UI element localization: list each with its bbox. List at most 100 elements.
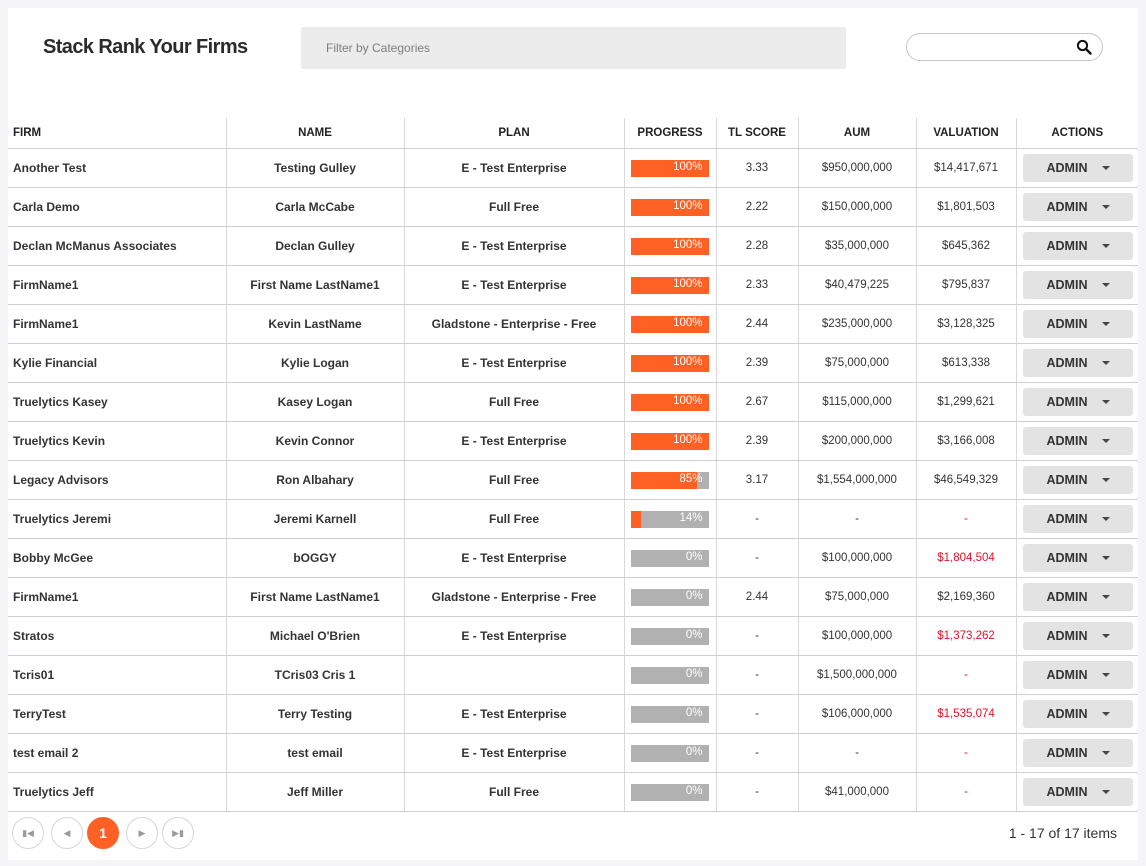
actions-cell: ADMIN — [1016, 538, 1138, 578]
previous-page-button[interactable]: ◀ — [51, 817, 83, 849]
progress-cell: 85% — [624, 460, 717, 500]
valuation-cell: - — [916, 655, 1017, 695]
column-header-plan[interactable]: PLAN — [404, 118, 625, 149]
tl-score-cell: 2.22 — [716, 187, 799, 227]
admin-button-label: ADMIN — [1046, 629, 1088, 643]
progress-bar: 0% — [630, 744, 709, 762]
admin-dropdown-button[interactable]: ADMIN — [1022, 271, 1133, 299]
plan-cell: E - Test Enterprise — [404, 343, 625, 383]
admin-dropdown-button[interactable]: ADMIN — [1022, 310, 1133, 338]
actions-cell: ADMIN — [1016, 655, 1138, 695]
valuation-cell: $3,128,325 — [916, 304, 1017, 344]
progress-cell: 100% — [624, 226, 717, 266]
name-cell: Kylie Logan — [226, 343, 405, 383]
firm-cell: FirmName1 — [8, 265, 227, 305]
progress-label: 100% — [673, 316, 703, 329]
firm-cell: Declan McManus Associates — [8, 226, 227, 266]
admin-dropdown-button[interactable]: ADMIN — [1022, 544, 1133, 572]
aum-cell: $115,000,000 — [798, 382, 917, 422]
progress-label: 100% — [673, 199, 703, 212]
admin-dropdown-button[interactable]: ADMIN — [1022, 778, 1133, 806]
valuation-cell: $3,166,008 — [916, 421, 1017, 461]
first-page-button[interactable]: ▮◀ — [12, 817, 44, 849]
admin-dropdown-button[interactable]: ADMIN — [1022, 388, 1133, 416]
progress-label: 14% — [679, 511, 703, 524]
firm-cell: test email 2 — [8, 733, 227, 773]
plan-cell: E - Test Enterprise — [404, 421, 625, 461]
admin-dropdown-button[interactable]: ADMIN — [1022, 661, 1133, 689]
next-page-button[interactable]: ▶ — [126, 817, 158, 849]
caret-down-icon — [1101, 517, 1110, 521]
plan-cell: E - Test Enterprise — [404, 733, 625, 773]
aum-cell: $235,000,000 — [798, 304, 917, 344]
column-header-name[interactable]: NAME — [226, 118, 405, 149]
page-number-button[interactable]: 1 — [87, 817, 119, 849]
column-header-valuation[interactable]: VALUATION — [916, 118, 1017, 149]
valuation-cell: $2,169,360 — [916, 577, 1017, 617]
admin-dropdown-button[interactable]: ADMIN — [1022, 349, 1133, 377]
table-row: Truelytics Jeremi Jeremi Karnell Full Free… — [8, 499, 1138, 539]
aum-cell: $1,500,000,000 — [798, 655, 917, 695]
column-header-firm[interactable]: FIRM — [8, 118, 227, 149]
actions-cell: ADMIN — [1016, 304, 1138, 344]
admin-dropdown-button[interactable]: ADMIN — [1022, 739, 1133, 767]
admin-dropdown-button[interactable]: ADMIN — [1022, 427, 1133, 455]
firm-cell: TerryTest — [8, 694, 227, 734]
admin-dropdown-button[interactable]: ADMIN — [1022, 193, 1133, 221]
tl-score-cell: 2.33 — [716, 265, 799, 305]
admin-dropdown-button[interactable]: ADMIN — [1022, 466, 1133, 494]
aum-cell: $40,479,225 — [798, 265, 917, 305]
firm-cell: Truelytics Kevin — [8, 421, 227, 461]
name-cell: Jeff Miller — [226, 772, 405, 812]
actions-cell: ADMIN — [1016, 343, 1138, 383]
actions-cell: ADMIN — [1016, 616, 1138, 656]
last-page-button[interactable]: ▶▮ — [162, 817, 194, 849]
column-header-aum[interactable]: AUM — [798, 118, 917, 149]
column-header-progress[interactable]: PROGRESS — [624, 118, 717, 149]
aum-cell: $950,000,000 — [798, 148, 917, 188]
progress-bar: 0% — [630, 666, 709, 684]
caret-down-icon — [1101, 634, 1110, 638]
name-cell: Declan Gulley — [226, 226, 405, 266]
progress-label: 0% — [685, 706, 703, 719]
tl-score-cell: 3.17 — [716, 460, 799, 500]
caret-down-icon — [1101, 400, 1110, 404]
progress-cell: 0% — [624, 538, 717, 578]
category-filter-input[interactable]: Filter by Categories — [301, 27, 846, 69]
valuation-cell: - — [916, 772, 1017, 812]
caret-down-icon — [1101, 478, 1110, 482]
admin-button-label: ADMIN — [1046, 434, 1088, 448]
progress-cell: 100% — [624, 265, 717, 305]
admin-dropdown-button[interactable]: ADMIN — [1022, 154, 1133, 182]
actions-cell: ADMIN — [1016, 577, 1138, 617]
search-input[interactable] — [906, 33, 1103, 61]
column-header-tl-score[interactable]: TL SCORE — [716, 118, 799, 149]
aum-cell: $1,554,000,000 — [798, 460, 917, 500]
plan-cell: E - Test Enterprise — [404, 694, 625, 734]
admin-dropdown-button[interactable]: ADMIN — [1022, 505, 1133, 533]
plan-cell: Gladstone - Enterprise - Free — [404, 304, 625, 344]
firm-cell: FirmName1 — [8, 577, 227, 617]
tl-score-cell: - — [716, 499, 799, 539]
table-row: Another Test Testing Gulley E - Test Enter… — [8, 148, 1138, 188]
aum-cell: - — [798, 499, 917, 539]
admin-dropdown-button[interactable]: ADMIN — [1022, 232, 1133, 260]
name-cell: Jeremi Karnell — [226, 499, 405, 539]
table-row: Kylie Financial Kylie Logan E - Test Enter… — [8, 343, 1138, 383]
admin-dropdown-button[interactable]: ADMIN — [1022, 700, 1133, 728]
admin-dropdown-button[interactable]: ADMIN — [1022, 583, 1133, 611]
table-header-row: FIRM NAME PLAN PROGRESS TL SCORE AUM VAL… — [8, 118, 1138, 149]
plan-cell: E - Test Enterprise — [404, 538, 625, 578]
valuation-cell: $795,837 — [916, 265, 1017, 305]
admin-dropdown-button[interactable]: ADMIN — [1022, 622, 1133, 650]
name-cell: bOGGY — [226, 538, 405, 578]
search-icon[interactable] — [1076, 39, 1092, 55]
actions-cell: ADMIN — [1016, 733, 1138, 773]
progress-cell: 100% — [624, 148, 717, 188]
progress-bar-fill — [630, 471, 697, 489]
actions-cell: ADMIN — [1016, 772, 1138, 812]
valuation-cell: - — [916, 499, 1017, 539]
progress-label: 0% — [685, 784, 703, 797]
name-cell: First Name LastName1 — [226, 265, 405, 305]
admin-button-label: ADMIN — [1046, 746, 1088, 760]
